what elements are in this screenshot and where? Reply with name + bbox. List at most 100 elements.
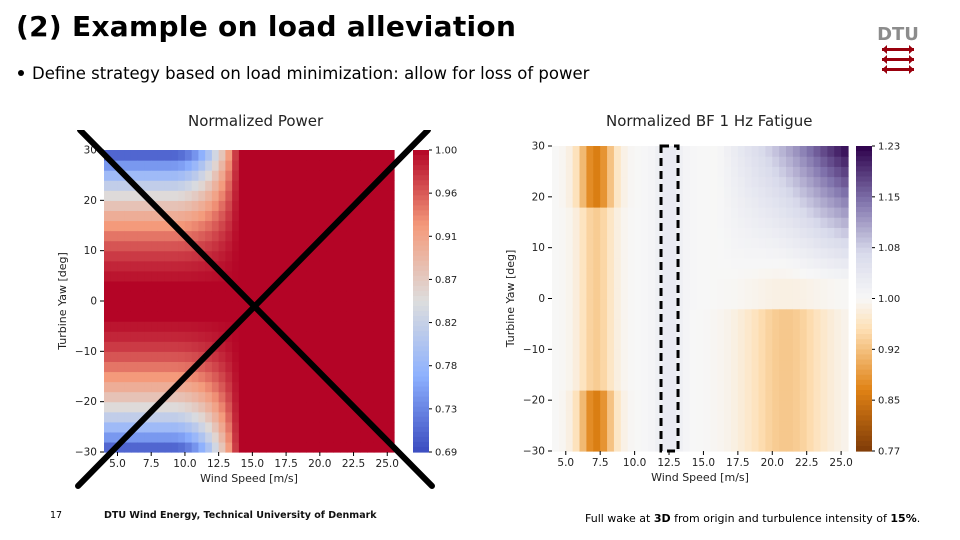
heatmap-cell [689,237,698,249]
heatmap-cell [662,227,670,239]
heatmap-cell [827,196,835,208]
heatmap-cell [813,278,822,289]
heatmap-cell [627,257,636,269]
heatmap-cell [552,318,560,330]
heatmap-cell [124,210,132,222]
heatmap-cell [675,410,684,422]
heatmap-cell [758,379,766,391]
colorbar-step [856,151,872,157]
heatmap-cell [751,379,760,391]
heatmap-cell [682,196,691,208]
heatmap-cell [117,311,125,322]
heatmap-cell [648,186,656,198]
heatmap-cell [299,280,307,292]
heatmap-cell [279,170,287,181]
heatmap-cell [820,400,828,411]
heatmap-cell [326,421,334,433]
heatmap-cell [634,207,643,218]
heatmap-cell [171,270,179,282]
heatmap-cell [319,170,328,181]
colorbar-step [413,366,429,373]
heatmap-cell [367,311,375,322]
heatmap-cell [806,156,815,167]
heatmap-cell [662,308,670,320]
heatmap-cell [730,268,739,279]
heatmap-cell [157,190,166,201]
heatmap-cell [164,170,173,181]
colorbar-tick-label: 0.73 [435,404,457,415]
heatmap-cell [813,379,822,391]
heatmap-cell [211,371,220,383]
heatmap-cell [387,331,395,342]
heatmap-cell [834,308,842,320]
heatmap-cell [806,186,815,198]
heatmap-cell [104,210,112,222]
heatmap-cell [806,196,815,208]
heatmap-cell [313,421,321,433]
heatmap-cell [669,339,677,350]
heatmap-cell [620,207,629,218]
heatmap-cell [717,369,725,381]
heatmap-cell [144,361,152,373]
heatmap-cell [326,270,334,282]
heatmap-cell [689,410,698,422]
colorbar-step [856,166,872,173]
heatmap-cell [552,420,560,432]
colorbar-step [856,156,872,162]
heatmap-cell [779,237,787,249]
heatmap-cell [579,207,588,218]
heatmap-cell [751,410,760,422]
heatmap-cell [765,420,773,432]
heatmap-cell [724,359,732,371]
heatmap-cell [799,156,808,167]
heatmap-cell [178,331,186,342]
colorbar-step [413,150,429,156]
y-axis-label: Turbine Yaw [deg] [504,250,517,349]
heatmap-cell [799,186,808,198]
heatmap-cell [744,268,753,279]
heatmap-cell [225,411,233,423]
heatmap-cell [655,227,663,239]
heatmap-cell [380,160,388,171]
heatmap-cell [600,329,608,340]
heatmap-cell [765,308,773,320]
heatmap-cell [710,186,718,198]
heatmap-cell [225,441,233,453]
heatmap-cell [834,400,842,411]
heatmap-cell [586,318,594,330]
heatmap-cell [613,288,622,300]
heatmap-cell [593,379,601,391]
heatmap-cell [292,401,301,413]
heatmap-cell [558,420,567,432]
heatmap-cell [333,240,341,252]
heatmap-cell [333,290,341,302]
colorbar-tick-label: 1.00 [435,146,457,157]
heatmap-cell [772,166,780,178]
heatmap-cell [806,146,815,157]
heatmap-cell [205,150,213,161]
heatmap-cell [225,371,233,383]
heatmap-cell [586,278,594,289]
heatmap-cell [827,247,835,259]
heatmap-cell [292,160,301,171]
heatmap-cell [552,369,560,381]
heatmap-cell [607,430,615,442]
heatmap-cell [279,391,287,403]
heatmap-cell [834,339,842,350]
heatmap-cell [353,371,361,383]
heatmap-cell [232,170,240,181]
heatmap-cell [730,298,739,310]
heatmap-cell [627,430,636,442]
heatmap-cell [641,369,649,381]
heatmap-cell [648,298,656,310]
heatmap-cell [703,257,711,269]
heatmap-cell [124,280,132,292]
heatmap-cell [232,441,240,453]
heatmap-cell [565,308,574,320]
heatmap-cell [137,150,146,161]
heatmap-cell [164,180,173,191]
heatmap-cell [124,200,132,211]
heatmap-cell [151,301,159,312]
heatmap-cell [157,301,166,312]
heatmap-cell [758,420,766,432]
